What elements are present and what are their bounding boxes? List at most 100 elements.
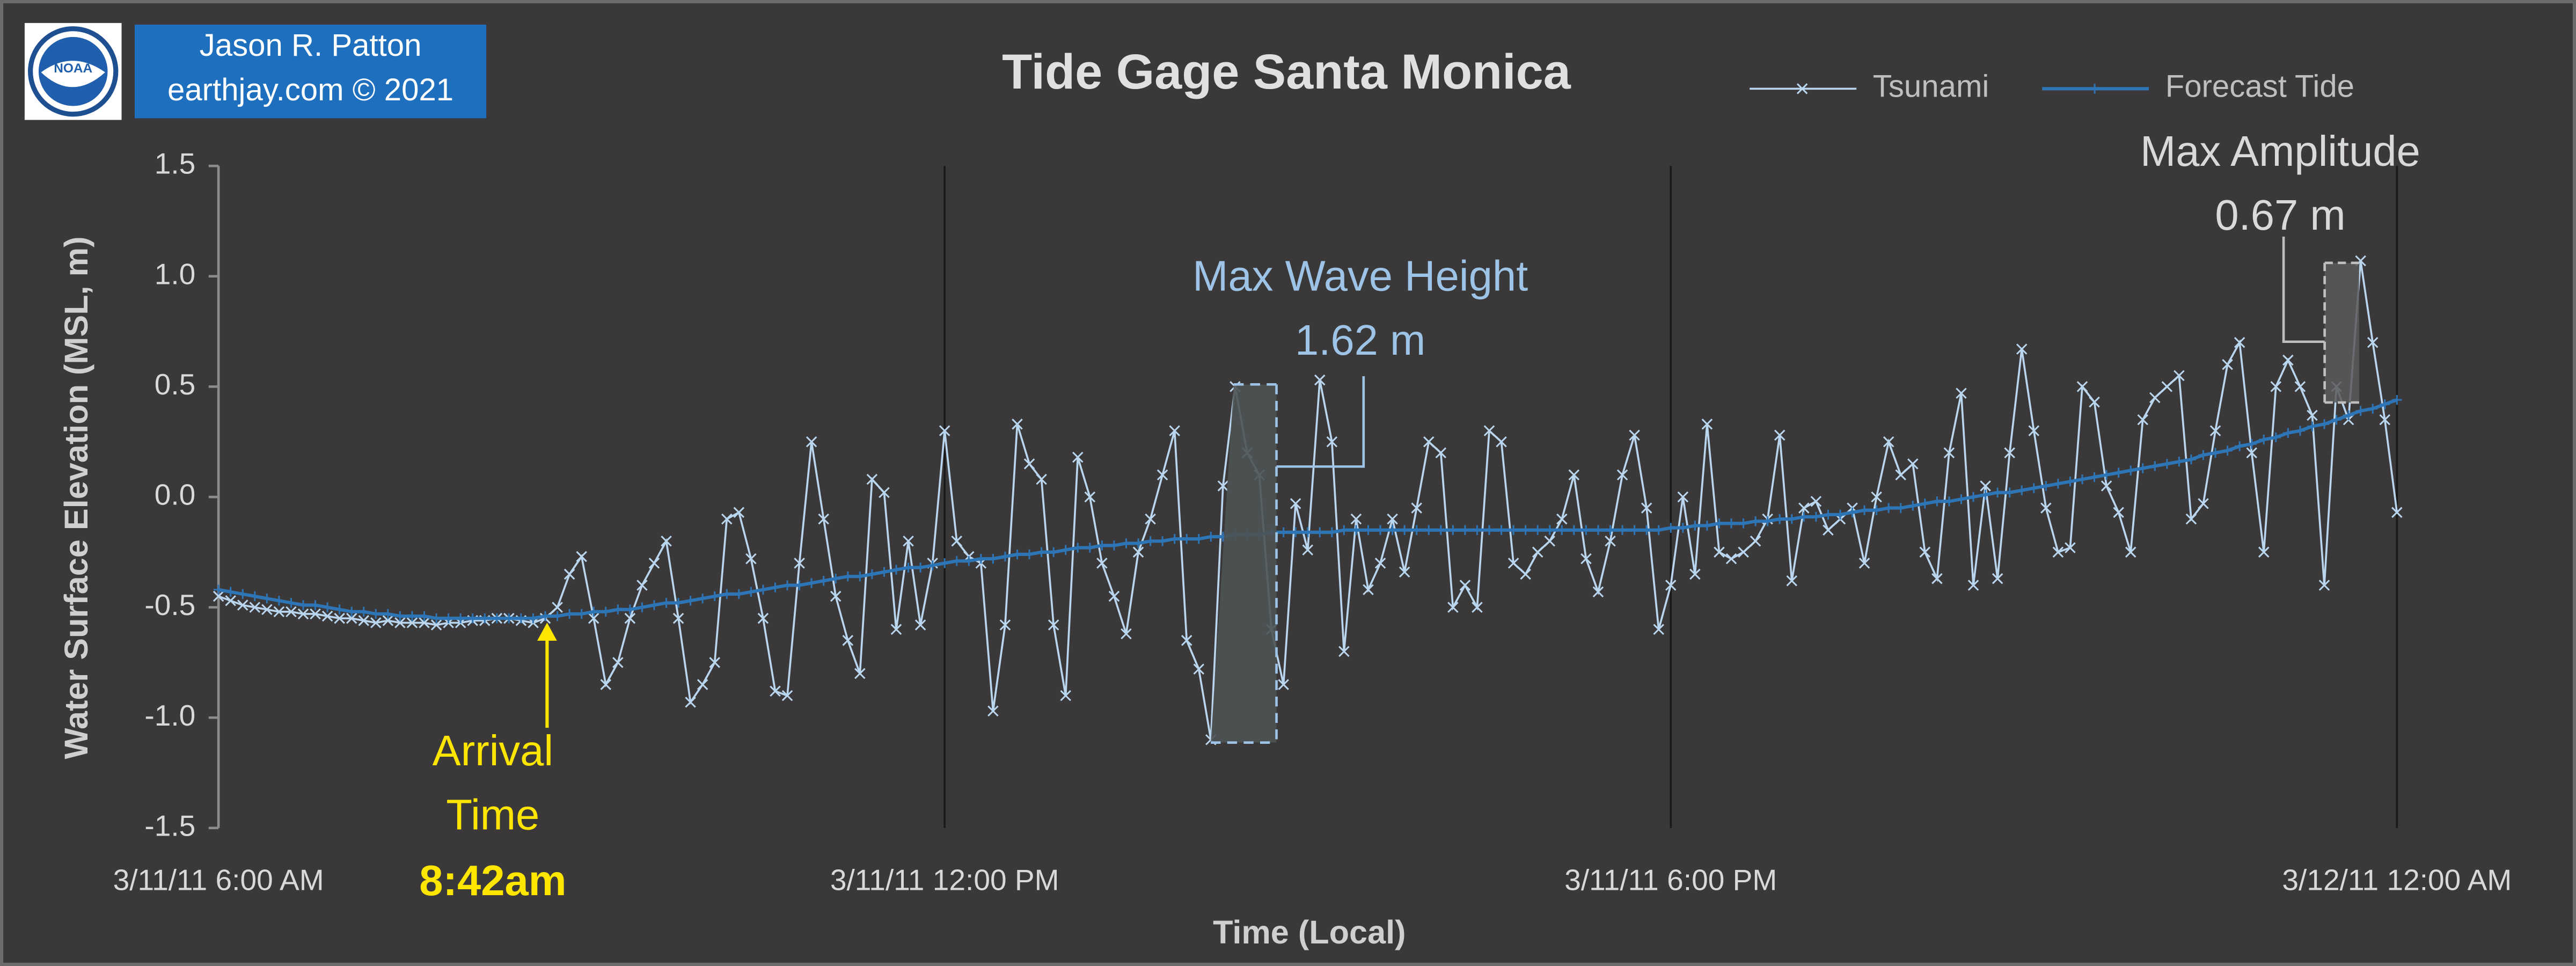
series-marker (2138, 463, 2148, 473)
series-marker (673, 598, 684, 608)
series-marker (1896, 503, 1906, 513)
series-marker (1617, 525, 1628, 535)
series-marker (1374, 558, 1386, 569)
series-marker (927, 560, 938, 570)
series-marker (516, 613, 526, 624)
series-marker (831, 573, 841, 584)
series-marker (1532, 546, 1543, 558)
series-marker (988, 553, 998, 564)
logo-bird (41, 61, 105, 87)
series-marker (2186, 454, 2197, 465)
series-marker (1581, 525, 1591, 535)
series-marker (2295, 426, 2306, 436)
series-marker (2283, 428, 2293, 438)
series-marker (2040, 502, 2052, 514)
series-marker (552, 611, 562, 621)
wave-height-bracket (1276, 376, 1365, 468)
series-marker (213, 590, 224, 602)
series-marker (637, 602, 647, 612)
series-marker (1919, 546, 1931, 558)
series-marker (1496, 436, 1507, 448)
arrival-arrowhead (537, 623, 557, 641)
amplitude-shade (2324, 262, 2359, 402)
series-marker (1798, 502, 1810, 514)
series-marker (2294, 381, 2306, 392)
series-marker (382, 615, 394, 626)
series-marker (1920, 499, 1930, 509)
series-marker (1774, 429, 1785, 441)
series-marker (2041, 481, 2051, 491)
annotation-value: 1.62 m (1295, 316, 1425, 364)
series-marker (685, 596, 696, 606)
series-marker (2246, 447, 2257, 459)
series-marker (697, 679, 708, 690)
wave-height-shade (1211, 384, 1277, 743)
series-marker (1592, 586, 1604, 598)
series-marker (2355, 406, 2366, 416)
annotation-value: 0.67 m (2215, 191, 2345, 239)
y-tick-label: -0.5 (144, 588, 195, 621)
series-marker (2198, 498, 2209, 509)
series-marker (334, 604, 345, 614)
series-marker (1182, 533, 1192, 544)
series-marker (1823, 509, 1833, 520)
series-marker (2016, 343, 2028, 355)
series-marker (1787, 514, 1797, 524)
series-marker (1399, 525, 1410, 535)
series-marker (1073, 543, 1083, 553)
series-marker (1157, 469, 1168, 481)
series-marker (709, 591, 720, 602)
series-marker (1616, 469, 1628, 481)
series-marker (1399, 566, 1410, 578)
series-marker (298, 600, 309, 610)
series-marker (2052, 546, 2064, 558)
series-marker (1084, 491, 1096, 503)
series-marker (2379, 414, 2391, 426)
series-marker (721, 513, 733, 525)
series-marker (2162, 459, 2172, 469)
series-marker (2126, 465, 2136, 475)
credit-box (135, 24, 487, 119)
series-marker (903, 536, 914, 547)
series-marker (1278, 527, 1289, 537)
series-marker (1895, 469, 1907, 481)
series-marker (1036, 473, 1047, 485)
series-marker (1387, 525, 1397, 535)
series-marker (1980, 480, 1991, 492)
series-marker (1520, 525, 1531, 535)
series-marker (915, 562, 926, 573)
series-marker (2392, 394, 2402, 405)
series-marker (1702, 521, 1713, 531)
series-marker (2210, 448, 2221, 458)
amplitude-bracket (2282, 236, 2325, 343)
annotation-label: Max Wave Height (1192, 252, 1528, 299)
series-marker (1653, 624, 1664, 635)
series-marker (672, 612, 684, 624)
plot-area: 3/11/11 6:00 AM 3/11/11 12:00 PM 3/11/11 6… (113, 147, 2512, 897)
series-marker (1545, 525, 1555, 535)
series-marker (552, 602, 563, 613)
series-marker (2270, 381, 2282, 392)
series-marker (322, 602, 333, 612)
series-marker (806, 578, 817, 588)
series-marker (770, 685, 781, 697)
series-marker (576, 609, 587, 619)
series-marker (867, 569, 877, 580)
series-marker (1701, 419, 1713, 430)
series-marker (2028, 425, 2040, 436)
series-marker (1544, 536, 1556, 547)
series-marker (1944, 496, 1955, 507)
legend-marker (2089, 84, 2100, 94)
series-marker (2113, 507, 2124, 518)
series-marker (395, 611, 405, 621)
series-marker (1508, 525, 1519, 535)
series-marker (1145, 536, 1155, 546)
series-marker (358, 615, 370, 626)
series-marker (1217, 480, 1229, 492)
series-marker (430, 619, 442, 631)
x-tick-label: 3/11/11 12:00 PM (830, 863, 1059, 896)
y-tick-label: 1.0 (155, 257, 196, 290)
series-marker (818, 513, 829, 525)
series-marker (2101, 470, 2112, 480)
